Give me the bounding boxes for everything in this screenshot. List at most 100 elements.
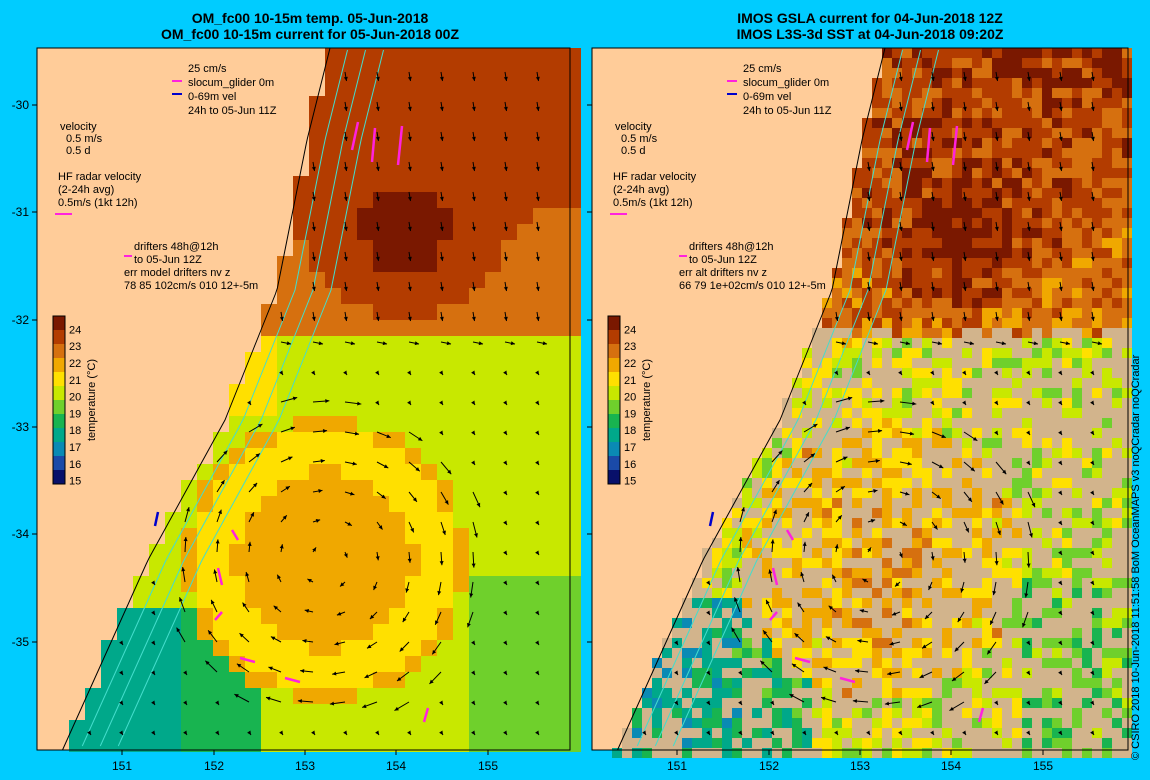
sst-cell xyxy=(972,388,982,398)
sst-cell xyxy=(932,248,942,258)
sst-cell xyxy=(1022,228,1032,238)
sst-cell xyxy=(485,304,501,320)
sst-cell xyxy=(962,58,972,68)
sst-cell xyxy=(1052,238,1062,248)
sst-cell xyxy=(485,448,501,464)
sst-cell xyxy=(1072,228,1082,238)
sst-cell xyxy=(1082,188,1092,198)
sst-cell xyxy=(762,488,772,498)
sst-cell xyxy=(373,448,389,464)
sst-cell xyxy=(922,48,932,58)
sst-cell xyxy=(373,544,389,560)
sst-cell xyxy=(962,418,972,428)
sst-cell xyxy=(1032,148,1042,158)
sst-cell xyxy=(1072,358,1082,368)
sst-cell xyxy=(1102,368,1112,378)
sst-cell xyxy=(277,272,293,288)
sst-cell xyxy=(1082,268,1092,278)
sst-cell xyxy=(1082,718,1092,728)
sst-cell xyxy=(872,178,882,188)
sst-cell xyxy=(942,638,952,648)
sst-cell xyxy=(1062,588,1072,598)
sst-cell xyxy=(942,648,952,658)
sst-cell xyxy=(892,688,902,698)
sst-cell xyxy=(882,428,892,438)
sst-cell xyxy=(932,448,942,458)
sst-cell xyxy=(922,498,932,508)
sst-cell xyxy=(782,558,792,568)
sst-cell xyxy=(882,148,892,158)
sst-cell xyxy=(1022,98,1032,108)
sst-cell xyxy=(1072,428,1082,438)
sst-cell xyxy=(1002,408,1012,418)
sst-cell xyxy=(822,628,832,638)
sst-cell xyxy=(1102,268,1112,278)
sst-cell xyxy=(1072,368,1082,378)
sst-cell xyxy=(357,432,373,448)
sst-cell xyxy=(982,278,992,288)
sst-cell xyxy=(952,178,962,188)
sst-cell xyxy=(453,128,469,144)
sst-cell xyxy=(902,288,912,298)
sst-cell xyxy=(1022,168,1032,178)
sst-cell xyxy=(1092,708,1102,718)
sst-cell xyxy=(932,278,942,288)
sst-cell xyxy=(565,144,581,160)
sst-cell xyxy=(982,378,992,388)
sst-cell xyxy=(942,718,952,728)
sst-cell xyxy=(822,448,832,458)
sst-cell xyxy=(1052,528,1062,538)
sst-cell xyxy=(942,288,952,298)
sst-cell xyxy=(501,208,517,224)
sst-cell xyxy=(722,728,732,738)
sst-cell xyxy=(922,718,932,728)
sst-cell xyxy=(732,558,742,568)
sst-cell xyxy=(932,588,942,598)
sst-cell xyxy=(802,488,812,498)
sst-cell xyxy=(802,638,812,648)
sst-cell xyxy=(1082,648,1092,658)
sst-cell xyxy=(341,544,357,560)
sst-cell xyxy=(421,480,437,496)
sst-cell xyxy=(1092,148,1102,158)
sst-cell xyxy=(922,168,932,178)
sst-cell xyxy=(822,538,832,548)
sst-cell xyxy=(341,256,357,272)
sst-cell xyxy=(565,224,581,240)
sst-cell xyxy=(1092,618,1102,628)
sst-cell xyxy=(952,628,962,638)
sst-cell xyxy=(1112,478,1122,488)
sst-cell xyxy=(822,488,832,498)
sst-cell xyxy=(309,288,325,304)
sst-cell xyxy=(1072,588,1082,598)
sst-cell xyxy=(912,288,922,298)
colorbar-label: temperature (°C) xyxy=(641,359,653,441)
sst-cell xyxy=(341,464,357,480)
sst-cell xyxy=(1102,468,1112,478)
sst-cell xyxy=(852,548,862,558)
sst-cell xyxy=(812,338,822,348)
sst-cell xyxy=(1112,458,1122,468)
sst-cell xyxy=(245,464,261,480)
sst-cell xyxy=(325,192,341,208)
sst-cell xyxy=(672,708,682,718)
sst-cell xyxy=(501,400,517,416)
sst-cell xyxy=(912,538,922,548)
sst-cell xyxy=(1082,448,1092,458)
sst-cell xyxy=(549,128,565,144)
sst-cell xyxy=(1042,668,1052,678)
sst-cell xyxy=(952,228,962,238)
sst-cell xyxy=(772,468,782,478)
sst-cell xyxy=(792,458,802,468)
sst-cell xyxy=(872,678,882,688)
sst-cell xyxy=(982,528,992,538)
sst-cell xyxy=(922,308,932,318)
legend-top-line: slocum_glider 0m xyxy=(743,77,829,89)
sst-cell xyxy=(1062,638,1072,648)
sst-cell xyxy=(1072,58,1082,68)
sst-cell xyxy=(1092,348,1102,358)
sst-cell xyxy=(277,496,293,512)
sst-cell xyxy=(533,352,549,368)
sst-cell xyxy=(942,228,952,238)
sst-cell xyxy=(912,418,922,428)
